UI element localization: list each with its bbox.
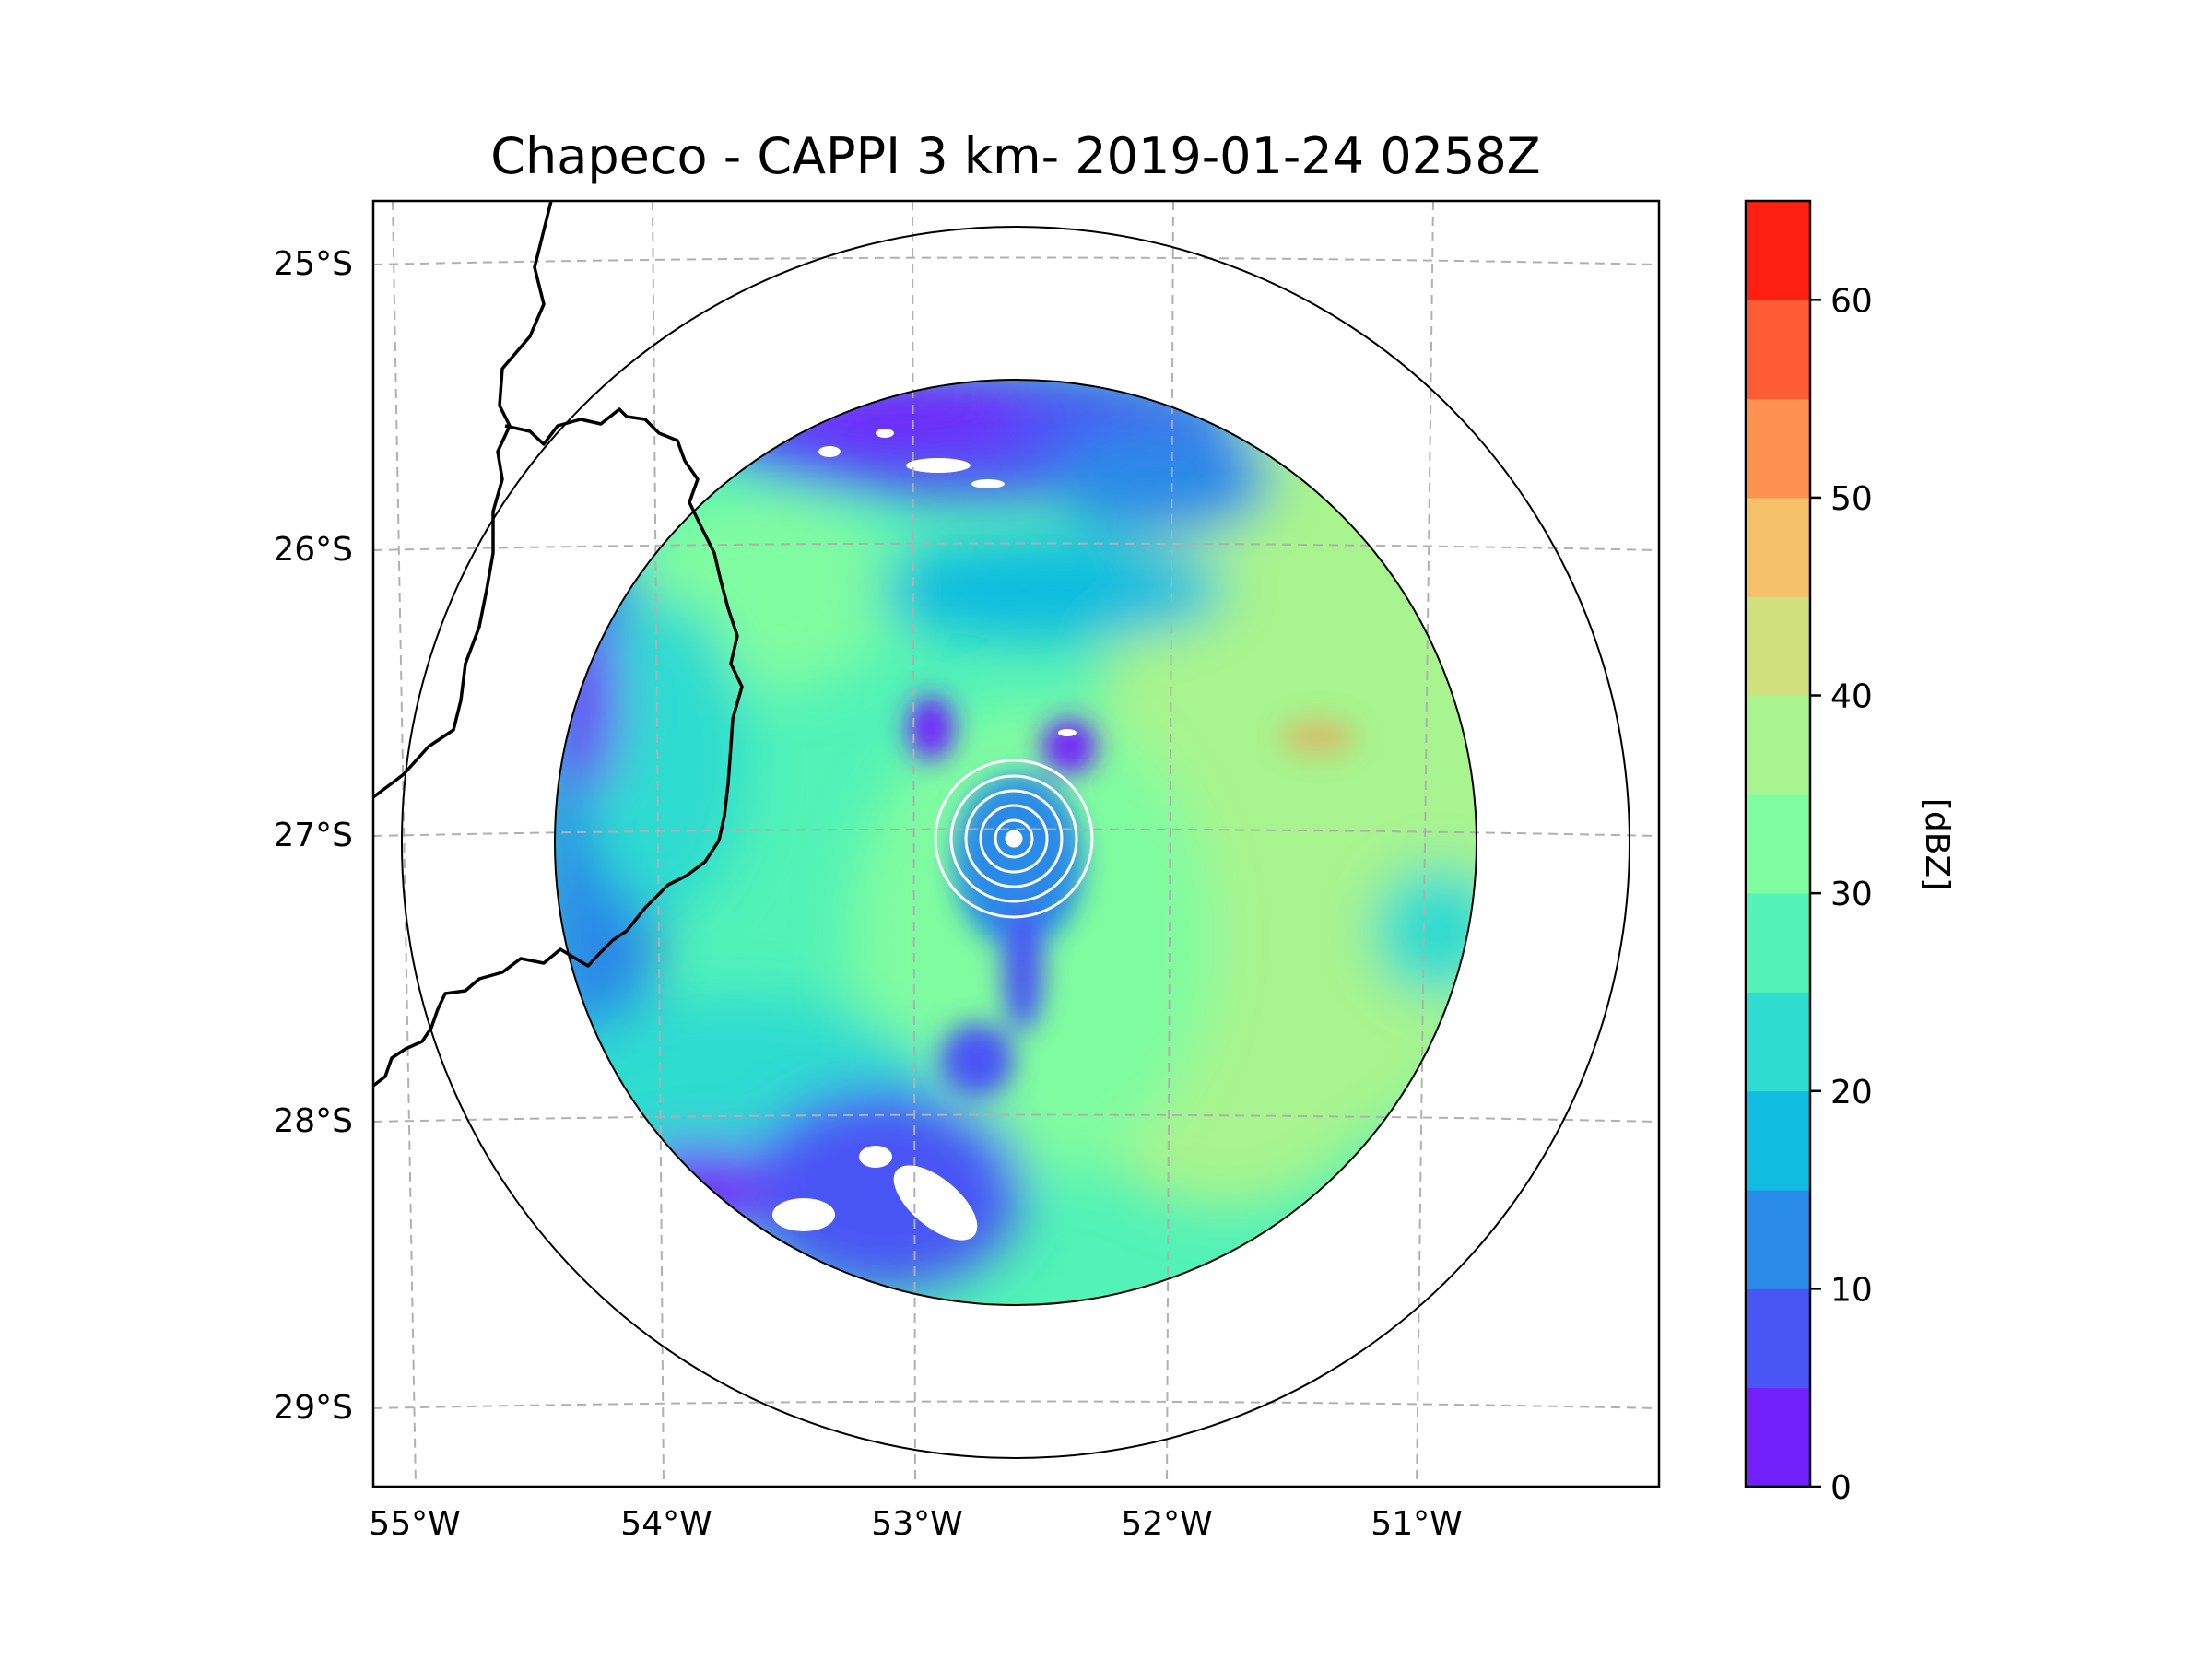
radar-region-south-light	[747, 1088, 1023, 1290]
no-echo-patch-center	[1058, 729, 1077, 736]
lon-label-54w: 54°W	[620, 1505, 712, 1543]
colorbar-segment-50	[1746, 398, 1810, 499]
no-echo-patch-north-1	[906, 458, 971, 473]
lat-label-25s: 25°S	[273, 245, 353, 283]
gridline-lon-53w	[912, 201, 916, 1487]
no-echo-patch-north-3	[971, 479, 1005, 488]
colorbar-frame	[1744, 199, 1812, 1488]
site-ring-3	[964, 789, 1064, 888]
colorbar-segment-0	[1746, 1387, 1810, 1488]
site-ring-5	[994, 818, 1034, 859]
colorbar-tick-label-0: 0	[1830, 1469, 1852, 1507]
site-ring-2	[949, 774, 1078, 903]
no-echo-patch-north-2	[818, 446, 841, 457]
colorbar-segment-25	[1746, 893, 1810, 993]
colorbar-segment-20	[1746, 992, 1810, 1092]
gridline-lat-27s	[373, 828, 1659, 837]
lat-label-28s: 28°S	[273, 1102, 353, 1140]
radar-region-north-cyan	[876, 539, 1226, 641]
site-center	[1005, 830, 1023, 848]
range-ring-outer	[401, 226, 1630, 1459]
colorbar-tick-label-40: 40	[1830, 678, 1873, 716]
colorbar-segment-40	[1746, 596, 1810, 697]
gridline-lon-54w	[652, 201, 665, 1487]
site-ring-4	[979, 804, 1049, 874]
range-rings	[401, 226, 1630, 1459]
chart-title: Chapeco - CAPPI 3 km- 2019-01-24 0258Z	[490, 127, 1540, 185]
radar-region-northeast-moderate	[1051, 424, 1272, 535]
colorbar-segment-10	[1746, 1190, 1810, 1289]
colorbar-label: [dBZ]	[1918, 798, 1956, 890]
gridline-lon-51w	[1416, 201, 1434, 1487]
border-santa-catarina	[373, 407, 744, 1088]
colorbar-tick-label-60: 60	[1830, 282, 1873, 320]
colorbar	[1746, 201, 1810, 1488]
radar-core-east-orange	[1281, 719, 1355, 756]
colorbar-tick-label-30: 30	[1830, 876, 1873, 913]
colorbar-tick-label-10: 10	[1830, 1271, 1873, 1309]
gridline-lon-55w	[392, 201, 417, 1487]
gridline-lat-28s	[373, 1113, 1659, 1123]
lon-label-55w: 55°W	[369, 1505, 460, 1543]
colorbar-tick-label-50: 50	[1830, 480, 1873, 518]
colorbar-segment-55	[1746, 300, 1810, 400]
radar-core-north-weak	[908, 696, 954, 760]
lon-label-51w: 51°W	[1371, 1505, 1462, 1543]
border-argentina-brazil-north	[373, 201, 553, 799]
map-gridlines	[373, 201, 1659, 1487]
radar-core-center-light	[1003, 903, 1043, 1032]
gridline-lon-52w	[1166, 201, 1174, 1487]
lat-label-26s: 26°S	[273, 531, 353, 569]
no-echo-patch-south-2	[772, 1198, 835, 1231]
gridline-lat-25s	[373, 256, 1659, 265]
colorbar-segment-15	[1746, 1090, 1810, 1191]
map-axes-frame	[371, 199, 1661, 1488]
colorbar-segment-45	[1746, 497, 1810, 597]
colorbar-segment-60	[1746, 201, 1810, 300]
colorbar-ticks: 0 10 20 30 40 50 60	[1810, 282, 1873, 1507]
lat-label-29s: 29°S	[273, 1389, 353, 1427]
political-borders	[373, 201, 744, 1088]
radar-region-west-teal	[581, 599, 747, 912]
site-ring-1	[934, 759, 1094, 919]
gridline-lat-29s	[373, 1400, 1659, 1409]
no-echo-patch-south-1	[893, 1165, 978, 1241]
colorbar-tick-label-20: 20	[1830, 1074, 1873, 1112]
no-echo-patches	[772, 429, 1077, 1241]
lon-label-53w: 53°W	[871, 1505, 962, 1543]
gridline-lat-26s	[373, 542, 1659, 551]
colorbar-segment-35	[1746, 695, 1810, 795]
colorbar-segment-30	[1746, 794, 1810, 894]
radar-core-south-light	[940, 1023, 1014, 1097]
lon-label-52w: 52°W	[1121, 1505, 1212, 1543]
lat-labels: 25°S 26°S 27°S 28°S 29°S	[273, 245, 353, 1427]
radar-core-northeast-weak	[1041, 719, 1097, 774]
lon-labels: 55°W 54°W 53°W 52°W 51°W	[369, 1505, 1462, 1543]
radar-site-rings	[934, 759, 1094, 919]
lat-label-27s: 27°S	[273, 817, 353, 854]
no-echo-patch-north-4	[876, 429, 894, 438]
colorbar-segment-5	[1746, 1288, 1810, 1389]
range-ring-inner	[554, 379, 1477, 1306]
no-echo-patch-south-3	[859, 1146, 892, 1168]
